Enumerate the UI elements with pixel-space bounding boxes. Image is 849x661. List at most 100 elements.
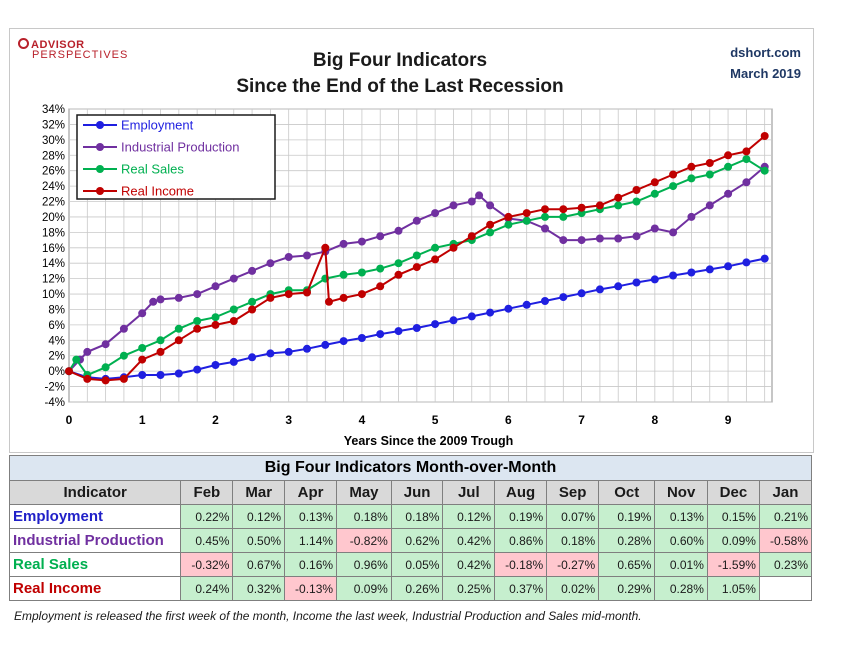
- data-point: [229, 305, 238, 314]
- data-point: [522, 216, 531, 225]
- data-point: [742, 258, 751, 267]
- source-label: dshort.com March 2019: [730, 42, 801, 84]
- legend-label: Industrial Production: [121, 140, 240, 155]
- table-cell: 0.18%: [390, 504, 444, 529]
- series-line: [68, 157, 766, 377]
- table-cell: 0.25%: [442, 576, 496, 601]
- data-point: [559, 205, 568, 214]
- data-point: [339, 293, 348, 302]
- y-tick-label: -4%: [45, 397, 65, 409]
- axes: -4% -2% 0% 2% 4% 6% 8% 10% 12% 14% 16% 18% 20% 22% 24%…: [42, 104, 732, 448]
- table-cell: 0.07%: [546, 504, 600, 529]
- data-point: [724, 262, 733, 271]
- data-point: [248, 305, 257, 314]
- logo-emblem-icon: [18, 38, 29, 49]
- table-cell: 0.45%: [180, 528, 234, 553]
- data-point: [101, 376, 110, 385]
- table-cell: 0.09%: [706, 528, 760, 553]
- data-point: [614, 201, 623, 210]
- data-point: [339, 337, 348, 346]
- series-lines: [65, 132, 769, 385]
- data-point: [65, 367, 73, 376]
- data-point: [174, 293, 183, 302]
- data-point: [303, 288, 311, 297]
- table-cell: -0.27%: [546, 552, 600, 577]
- data-point: [174, 336, 183, 345]
- data-point: [412, 324, 421, 332]
- table-cell: 0.15%: [706, 504, 760, 529]
- data-point: [119, 374, 128, 383]
- data-point: [522, 209, 531, 218]
- data-point: [705, 201, 714, 210]
- logo-line1: ADVISOR: [31, 39, 85, 51]
- data-point: [559, 293, 568, 302]
- data-point: [595, 285, 604, 294]
- data-point: [650, 224, 659, 233]
- data-point: [467, 312, 476, 321]
- data-point: [376, 232, 385, 241]
- table-row: Real Sales -0.32% 0.67% 0.16% 0.96% 0.05% 0.42…: [8, 552, 813, 577]
- legend-item: Industrial Production: [83, 140, 240, 155]
- legend-item: Employment: [83, 118, 194, 133]
- data-point: [211, 282, 220, 291]
- table-cell: 0.28%: [598, 528, 656, 553]
- column-header-feb: Feb: [180, 480, 234, 505]
- data-point: [339, 270, 348, 279]
- table-cell: 0.12%: [442, 504, 496, 529]
- data-point: [229, 274, 238, 283]
- data-point: [504, 212, 513, 221]
- title-line2: Since the End of the Last Recession: [236, 76, 564, 97]
- data-point: [486, 220, 495, 229]
- y-tick-label: 18%: [42, 227, 65, 239]
- data-point: [303, 344, 311, 353]
- data-point: [138, 309, 147, 318]
- x-tick-label: 1: [139, 413, 146, 427]
- data-point: [541, 224, 549, 233]
- data-point: [193, 365, 202, 374]
- data-point: [248, 353, 257, 362]
- data-point: [724, 151, 733, 160]
- data-point: [138, 371, 147, 379]
- data-point: [156, 295, 165, 304]
- table-cell: 1.14%: [284, 528, 338, 553]
- data-point: [742, 178, 751, 187]
- series-line: [68, 135, 766, 382]
- table-body: Employment 0.22% 0.12% 0.13% 0.18% 0.18% 0.12%…: [8, 504, 813, 601]
- y-tick-label: 16%: [42, 243, 65, 255]
- data-point: [687, 212, 696, 221]
- data-point: [321, 243, 330, 252]
- table-cell: 1.05%: [706, 576, 760, 601]
- y-tick-label: 22%: [42, 197, 65, 209]
- legend-marker: [96, 143, 104, 151]
- table-cell: 0.19%: [598, 504, 656, 529]
- data-point: [669, 271, 678, 280]
- data-point: [522, 300, 531, 309]
- data-point: [559, 212, 568, 221]
- data-point: [724, 189, 733, 198]
- table-cell: 0.22%: [180, 504, 234, 529]
- legend-marker: [96, 121, 104, 129]
- table-header-row: Indicator Feb Mar Apr May Jun Jul Aug Sep Oct Nov D…: [8, 480, 813, 505]
- data-point: [119, 324, 128, 333]
- table-cell: 0.13%: [654, 504, 708, 529]
- data-point: [156, 371, 165, 379]
- table-row: Employment 0.22% 0.12% 0.13% 0.18% 0.18% 0.12%…: [8, 504, 813, 529]
- y-tick-label: 28%: [42, 150, 65, 162]
- table-cell: -0.58%: [758, 528, 813, 553]
- data-point: [650, 189, 659, 198]
- data-point: [467, 197, 476, 206]
- data-point: [431, 209, 440, 218]
- table-cell: 0.24%: [180, 576, 234, 601]
- legend-box: [76, 114, 276, 200]
- table-cell: -0.13%: [284, 576, 338, 601]
- data-point: [149, 297, 158, 306]
- series-industrial-production: [65, 162, 769, 376]
- x-tick-label: 9: [725, 413, 732, 427]
- data-point: [394, 270, 403, 279]
- y-tick-label: 2%: [48, 351, 65, 363]
- table-cell: 0.67%: [232, 552, 286, 577]
- legend-item: Real Income: [83, 184, 194, 199]
- legend-label: Real Income: [121, 184, 194, 199]
- data-point: [412, 251, 421, 260]
- data-point: [156, 347, 165, 356]
